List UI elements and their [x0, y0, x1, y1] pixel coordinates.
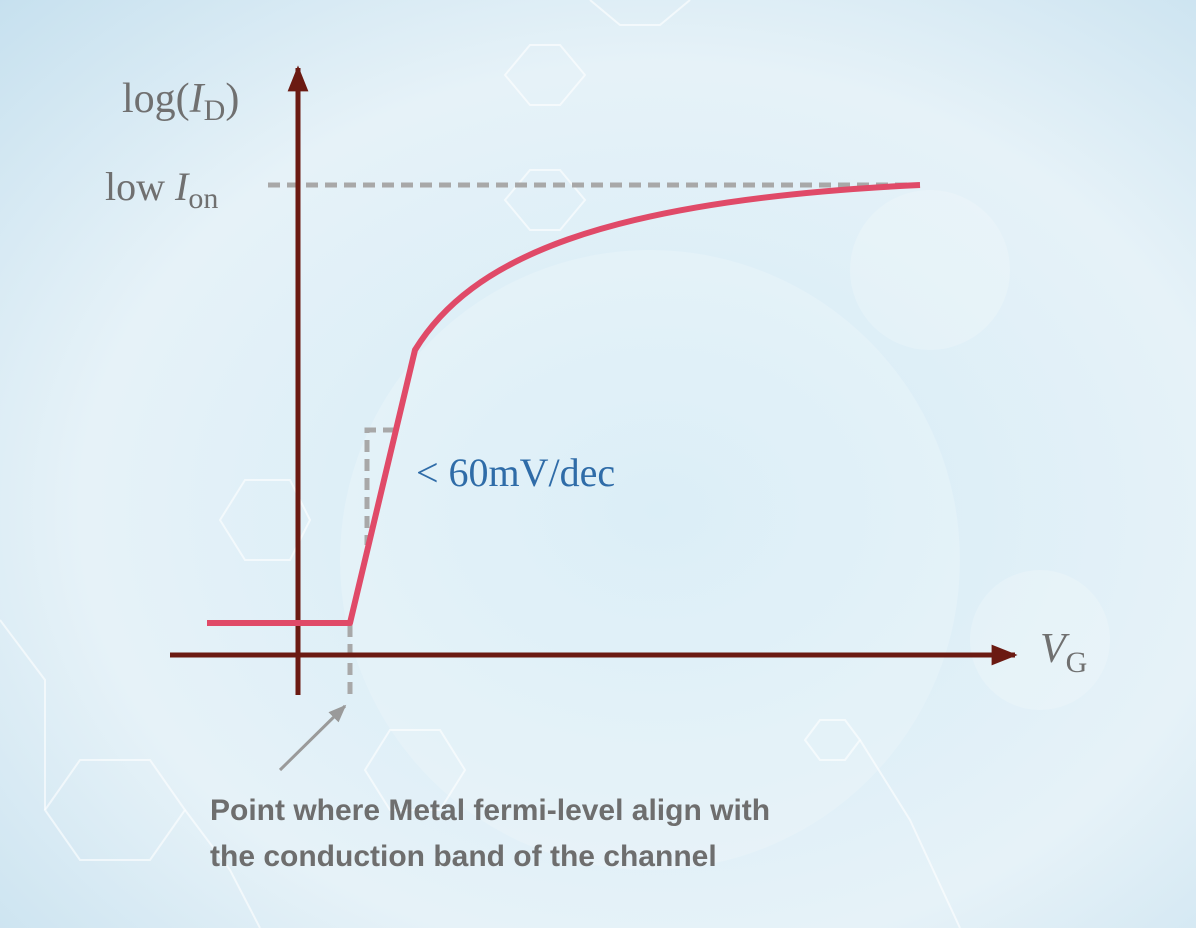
slope-label: < 60mV/dec [416, 450, 615, 495]
annotation-line: the conduction band of the channel [210, 840, 717, 873]
on-level-label: low Ion [105, 164, 218, 215]
x-axis-label: VG [1040, 626, 1087, 679]
label-part: G [1066, 646, 1088, 679]
label-part: I [189, 76, 206, 122]
pointer-arrow [278, 704, 347, 772]
hexagon-decoration [0, 0, 1110, 928]
label-part: D [204, 94, 226, 127]
label-part: V [1040, 626, 1070, 672]
y-axis-label: log(ID) [122, 76, 239, 127]
transfer-curve [207, 182, 921, 626]
label-part: log( [122, 76, 190, 122]
label-part: on [188, 182, 218, 215]
label-part: I [174, 164, 190, 209]
annotation-line: Point where Metal fermi-level align with [210, 794, 770, 827]
label-part: low [105, 164, 175, 209]
slope-bracket [364, 427, 395, 545]
label-part: ) [225, 76, 239, 122]
